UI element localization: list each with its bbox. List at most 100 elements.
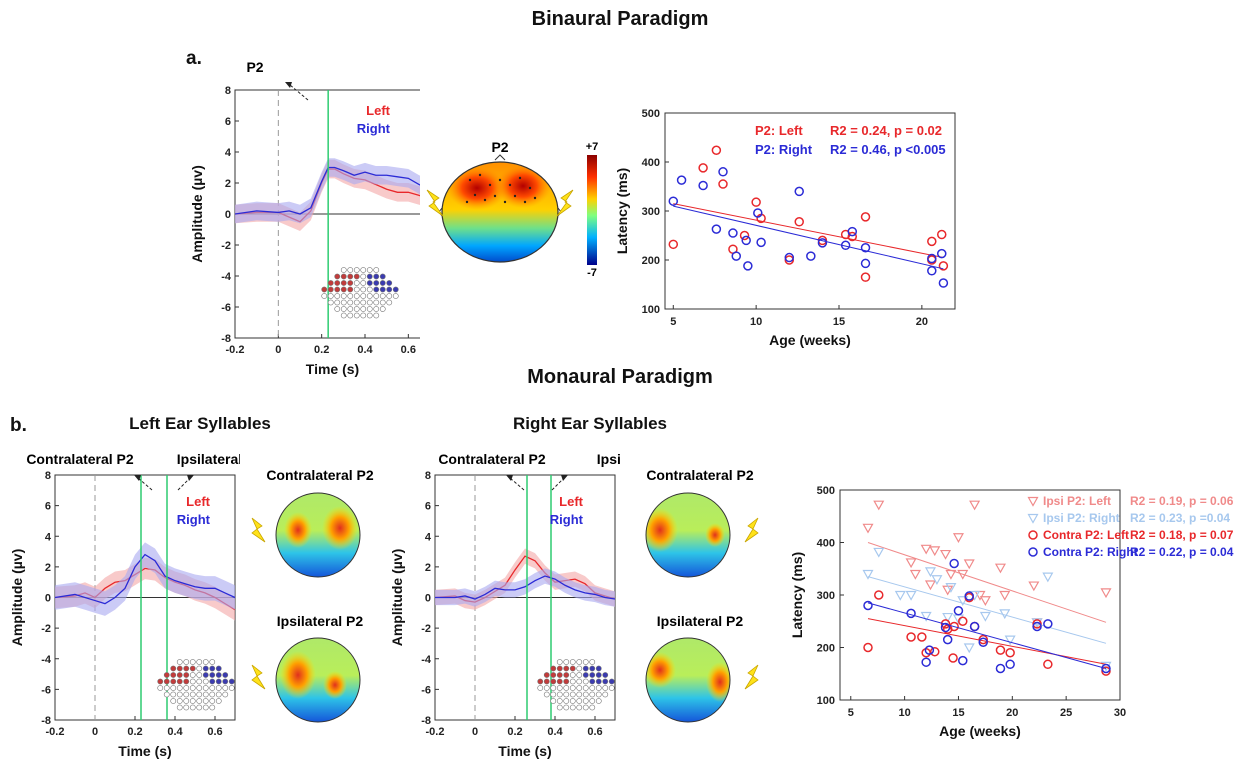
data-point [817, 238, 828, 248]
electrode-dot [183, 665, 190, 672]
electrode-dot [183, 698, 190, 704]
electrode-dot [340, 306, 347, 312]
data-point [1101, 666, 1111, 676]
electrode-dot [366, 273, 373, 280]
x-axis-label: Time (s) [118, 743, 171, 759]
electrode-dot [595, 678, 602, 685]
electrode-dot [347, 299, 354, 306]
x-tick-label: 0.2 [314, 344, 329, 356]
series-line-right [234, 166, 420, 215]
data-point [924, 645, 935, 655]
electrode-dot [602, 691, 609, 698]
electrode-dot [176, 704, 183, 711]
erp-left-ear-plot: 8 6 4 2 0 -2 -4 -6 -8-0.2 0 0.2 0.4 0.6 Left Right Time… [9, 451, 240, 759]
electrode-dot [157, 678, 164, 685]
monaural-title: Monaural Paradigm [527, 366, 713, 388]
electrode-dot [209, 678, 216, 685]
fit-line [867, 576, 1107, 644]
scatter-binaural-chart: 100 200 300 400 500 5 10 15 20 P2: Left R2 = 0.24,… [614, 108, 956, 348]
electrode-dot [589, 698, 596, 704]
lightning-right-icon [744, 517, 759, 543]
y-tick-label: 6 [425, 501, 431, 513]
data-point [1043, 659, 1053, 670]
y-tick-label: 400 [817, 538, 835, 550]
electrode-dot [576, 704, 583, 711]
erp-binaural-plot: 8 6 4 2 0 -2 -4 -6 -8-0.2 0 0.2 0.4 0.6 Left Right Time… [189, 60, 420, 377]
data-point [1100, 661, 1112, 672]
right-ear-title: Right Ear Syllables [513, 414, 667, 433]
x-tick-label: -0.2 [46, 726, 65, 738]
data-point [873, 500, 885, 511]
electrode-dot [392, 286, 399, 293]
data-point [917, 632, 927, 642]
y-tick-label: -6 [221, 302, 231, 314]
x-tick-label: 0.6 [587, 726, 602, 738]
annotation-label: Ipsilateral P2 [597, 451, 620, 467]
electrode-dot [321, 286, 328, 293]
data-point [894, 590, 906, 601]
electrode-dot [373, 273, 380, 280]
y-tick-label: -2 [41, 623, 51, 635]
y-tick-label: 2 [45, 562, 51, 574]
electrode-dot [176, 665, 183, 672]
data-point [999, 590, 1011, 601]
annotation-arrow [289, 84, 309, 101]
y-tick-label: 100 [642, 304, 660, 316]
data-point [924, 567, 936, 578]
electrode-dot [215, 685, 222, 691]
electrode-dot [215, 698, 222, 704]
electrode-layout [537, 659, 615, 711]
data-point [739, 230, 750, 241]
data-point [927, 236, 937, 247]
electrode-dot [209, 691, 216, 698]
legend-left: Left [559, 494, 584, 509]
annotation-label: Contralateral P2 [26, 451, 134, 467]
data-point [969, 500, 981, 511]
electrode-dot [157, 685, 164, 691]
data-point [1032, 619, 1042, 629]
data-point [718, 179, 728, 189]
electrode-dot [595, 672, 602, 678]
legend-series-stat: R2 = 0.18, p = 0.07 [1130, 528, 1234, 542]
x-axis-label: Time (s) [306, 361, 359, 377]
electrode-dot [569, 704, 576, 711]
electrode-dot [202, 704, 209, 711]
electrode-dot [360, 286, 367, 293]
topomap-br-contra-label: Contralateral P2 [646, 467, 754, 483]
topomap-binaural: P2 +7 -7 [426, 139, 598, 279]
data-point [1042, 572, 1054, 583]
y-tick-label: 500 [642, 108, 660, 120]
electrode-dot [373, 267, 380, 273]
electrode-dot [582, 678, 589, 685]
electrode-dot [602, 672, 609, 678]
electrode-dot [563, 678, 570, 685]
electrode-dot [189, 685, 196, 691]
data-point [963, 643, 975, 654]
electrode-dot [602, 685, 609, 691]
data-point [698, 163, 708, 173]
erp-left-ear-chart: 8 6 4 2 0 -2 -4 -6 -8-0.2 0 0.2 0.4 0.6 Left Right Time… [9, 451, 240, 759]
y-tick-label: 0 [45, 593, 51, 605]
electrode-dot [176, 698, 183, 704]
arrow-head [187, 475, 194, 481]
legend-series-name: Contra P2: Right [1043, 545, 1138, 559]
data-point [979, 611, 991, 622]
electrode-dot [360, 306, 367, 312]
data-point [938, 278, 949, 288]
data-point [940, 549, 952, 560]
data-point [794, 186, 804, 197]
electrode-dot [202, 678, 209, 685]
data-point [920, 544, 932, 555]
x-tick-label: 0.2 [507, 726, 522, 738]
electrode-dot [576, 678, 583, 685]
electrode-dot [366, 306, 373, 312]
data-point [1028, 581, 1040, 592]
y-tick-label: 8 [225, 85, 231, 97]
nose-mark [494, 154, 506, 161]
electrode-dot [347, 267, 354, 273]
electrode-dot [582, 672, 589, 678]
y-tick-label: -6 [41, 684, 51, 696]
data-point [929, 546, 941, 557]
electrode-dot [209, 659, 216, 665]
data-point [963, 559, 975, 570]
